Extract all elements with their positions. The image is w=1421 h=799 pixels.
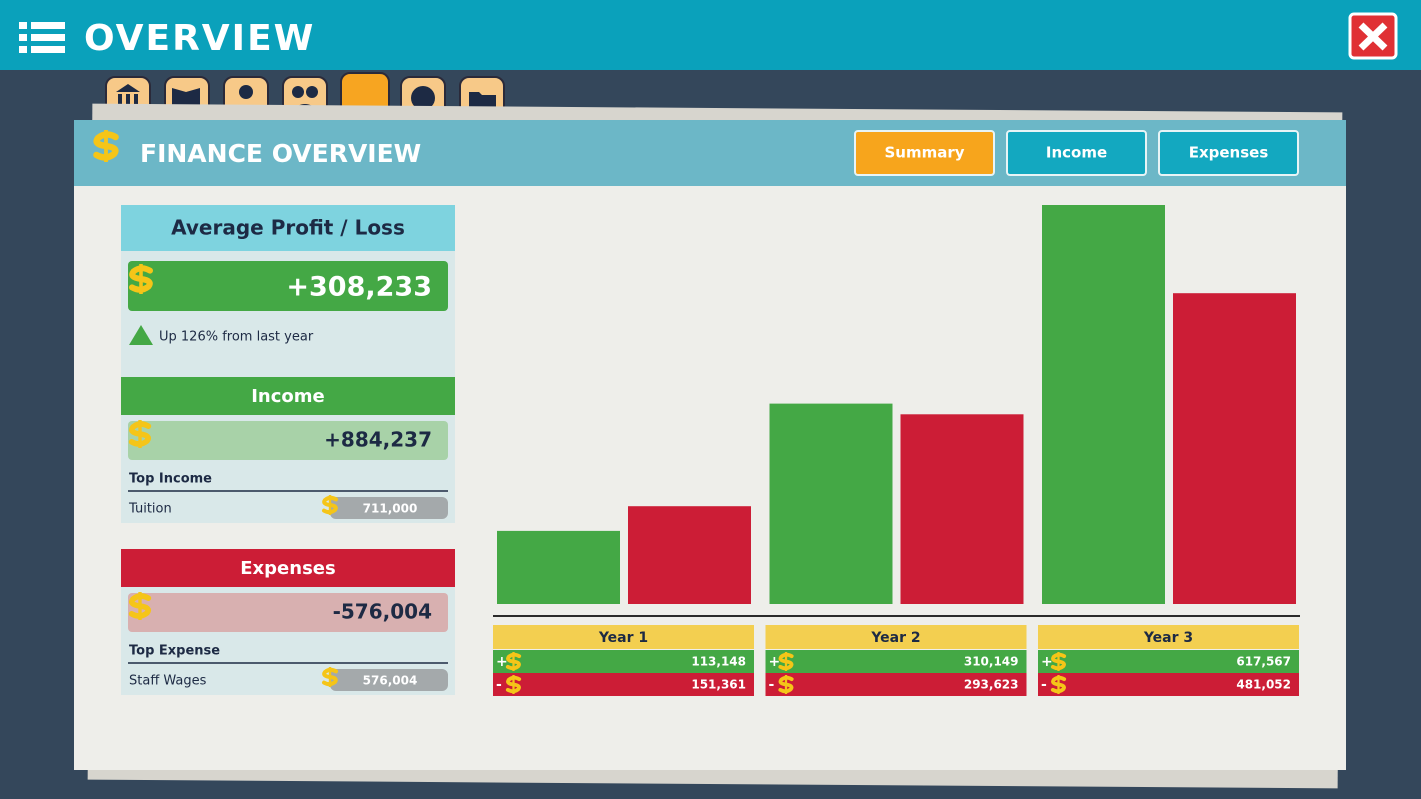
dollar-icon [778, 675, 794, 694]
bar [769, 403, 893, 604]
menu-icon[interactable] [19, 22, 65, 53]
table-row [765, 673, 1027, 696]
series-sign: + [496, 654, 508, 670]
dollar-icon [322, 667, 338, 687]
bar [900, 414, 1024, 604]
expenses-top-value: 576,004 [363, 674, 418, 688]
expenses-top-pill [330, 669, 448, 691]
expenses-value-box [128, 593, 448, 632]
expenses-header [121, 549, 455, 587]
expenses-top-label: Top Expense [129, 644, 220, 659]
value-label: 293,623 [964, 678, 1019, 692]
income-value: +884,237 [324, 428, 432, 452]
income-top-pill [330, 497, 448, 519]
dollar-icon [778, 652, 794, 671]
year-header [1038, 625, 1299, 649]
expenses-value: -576,004 [333, 600, 432, 624]
value-label: 310,149 [964, 655, 1019, 669]
dollar-icon [322, 495, 338, 515]
value-label: 481,052 [1236, 678, 1291, 692]
panel-title: FINANCE OVERVIEW [140, 139, 421, 168]
year-header [493, 625, 754, 649]
income-title: Income [251, 386, 325, 407]
expenses-title: Expenses [240, 558, 335, 579]
income-header [121, 377, 455, 415]
dollar-icon [129, 265, 153, 293]
profit-title: Average Profit / Loss [171, 216, 405, 240]
close-button[interactable] [1348, 12, 1398, 60]
expenses-top-name: Staff Wages [129, 674, 207, 689]
tab-label[interactable]: Expenses [1189, 144, 1269, 162]
tab-button[interactable] [854, 130, 995, 176]
series-sign: - [769, 677, 775, 693]
series-sign: - [496, 677, 502, 693]
dollar-icon [128, 421, 152, 447]
bar [497, 530, 620, 604]
dollar-icon [1050, 675, 1067, 694]
top-bar [0, 0, 1421, 70]
series-sign: - [1041, 677, 1047, 693]
up-arrow [129, 325, 153, 345]
value-label: 151,361 [691, 678, 746, 692]
value-label: 113,148 [691, 655, 746, 669]
profit-value-box [128, 261, 448, 311]
dollar-icon [505, 652, 522, 671]
tab-button[interactable] [1006, 130, 1147, 176]
table-row [493, 650, 754, 673]
table-row [765, 650, 1027, 673]
dollar-icon [128, 593, 152, 619]
table-row [1038, 650, 1299, 673]
tab-button[interactable] [1158, 130, 1299, 176]
table-row [493, 673, 754, 696]
bar [1173, 293, 1296, 604]
dollar-icon [505, 675, 522, 694]
income-top-name: Tuition [128, 502, 172, 517]
bar [1042, 205, 1165, 604]
year-label: Year 3 [1143, 630, 1193, 646]
table-row [1038, 673, 1299, 696]
dollar-icon [93, 131, 119, 161]
income-top-value: 711,000 [363, 502, 418, 516]
year-label: Year 1 [598, 630, 648, 646]
income-top-label: Top Income [129, 472, 212, 487]
series-sign: + [769, 654, 781, 670]
bar [628, 506, 751, 604]
year-header [765, 625, 1027, 649]
content: Summary Income Expenses Average Profit / Lo… [93, 130, 1300, 696]
year-label: Year 2 [870, 630, 920, 646]
tab-label[interactable]: Summary [884, 144, 964, 162]
screen-title: OVERVIEW [84, 18, 315, 59]
series-sign: + [1041, 654, 1053, 670]
profit-value: +308,233 [286, 272, 432, 303]
income-value-box [128, 421, 448, 460]
dollar-icon [1050, 652, 1067, 671]
tab-label[interactable]: Income [1046, 144, 1107, 162]
value-label: 617,567 [1236, 655, 1291, 669]
profit-change: Up 126% from last year [159, 330, 314, 345]
profit-header [121, 205, 455, 251]
